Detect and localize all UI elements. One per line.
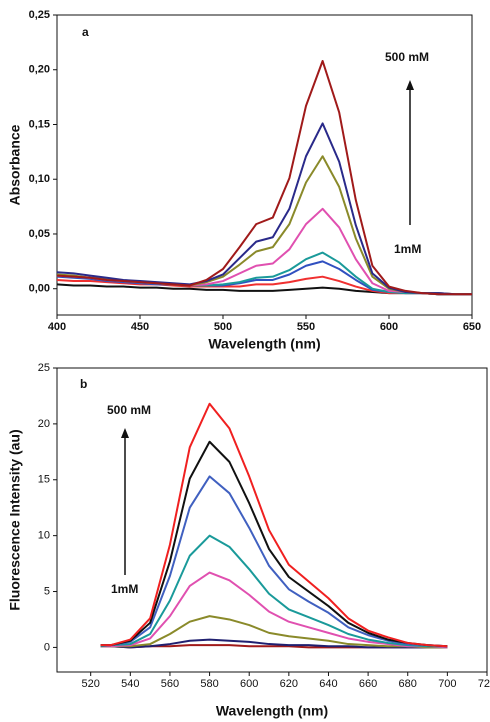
plot-frame — [56, 367, 488, 673]
x-tick-label: 650 — [463, 321, 481, 333]
y-axis-title: Absorbance — [7, 124, 23, 205]
x-tick-label: 700 — [438, 678, 456, 690]
x-tick-label: 620 — [280, 678, 298, 690]
x-tick-label: 580 — [200, 678, 218, 690]
y-tick-label: 15 — [38, 474, 50, 486]
y-tick-label: 25 — [38, 362, 50, 374]
x-tick-label: 520 — [82, 678, 100, 690]
y-tick-label: 0,05 — [29, 228, 50, 240]
x-tick-label: 720 — [478, 678, 490, 690]
spectrum-line — [56, 251, 472, 296]
y-tick-label: 0 — [44, 641, 50, 653]
arrow-head — [406, 80, 414, 90]
x-axis-title: Wavelength (nm) — [208, 336, 320, 352]
annotation: 1mM — [394, 242, 421, 256]
y-tick-label: 0,25 — [29, 9, 50, 21]
spectrum-line — [56, 59, 472, 296]
x-tick-label: 660 — [359, 678, 377, 690]
y-axis-title: Fluorescence Intensity (au) — [7, 429, 23, 610]
x-tick-label: 450 — [131, 321, 149, 333]
x-tick-label: 400 — [48, 321, 66, 333]
annotation: a — [82, 25, 89, 39]
arrow-head — [121, 428, 129, 438]
x-tick-label: 550 — [297, 321, 315, 333]
spectrum-line — [100, 638, 448, 649]
x-axis-title: Wavelength (nm) — [216, 703, 328, 719]
annotation: 500 mM — [385, 50, 429, 64]
x-tick-label: 560 — [161, 678, 179, 690]
y-tick-label: 0,10 — [29, 173, 50, 185]
annotation: 500 mM — [107, 403, 151, 417]
y-tick-label: 0,20 — [29, 64, 50, 76]
spectrum-line — [100, 534, 448, 648]
spectrum-line — [100, 615, 448, 649]
spectrum-line — [100, 475, 448, 648]
y-tick-label: 10 — [38, 530, 50, 542]
spectrum-line — [56, 122, 472, 296]
x-tick-label: 680 — [399, 678, 417, 690]
annotation: b — [80, 377, 87, 391]
plot-frame — [56, 14, 473, 316]
spectrum-line — [100, 571, 448, 649]
x-tick-label: 640 — [319, 678, 337, 690]
x-tick-label: 600 — [240, 678, 258, 690]
x-tick-label: 540 — [121, 678, 139, 690]
y-tick-label: 0,15 — [29, 118, 50, 130]
x-tick-label: 500 — [214, 321, 232, 333]
x-tick-label: 600 — [380, 321, 398, 333]
y-tick-label: 0,00 — [29, 283, 50, 295]
annotation: 1mM — [111, 582, 138, 596]
y-tick-label: 20 — [38, 418, 50, 430]
spectrum-line — [100, 440, 448, 648]
y-tick-label: 5 — [44, 585, 50, 597]
spectrum-line — [100, 402, 448, 648]
